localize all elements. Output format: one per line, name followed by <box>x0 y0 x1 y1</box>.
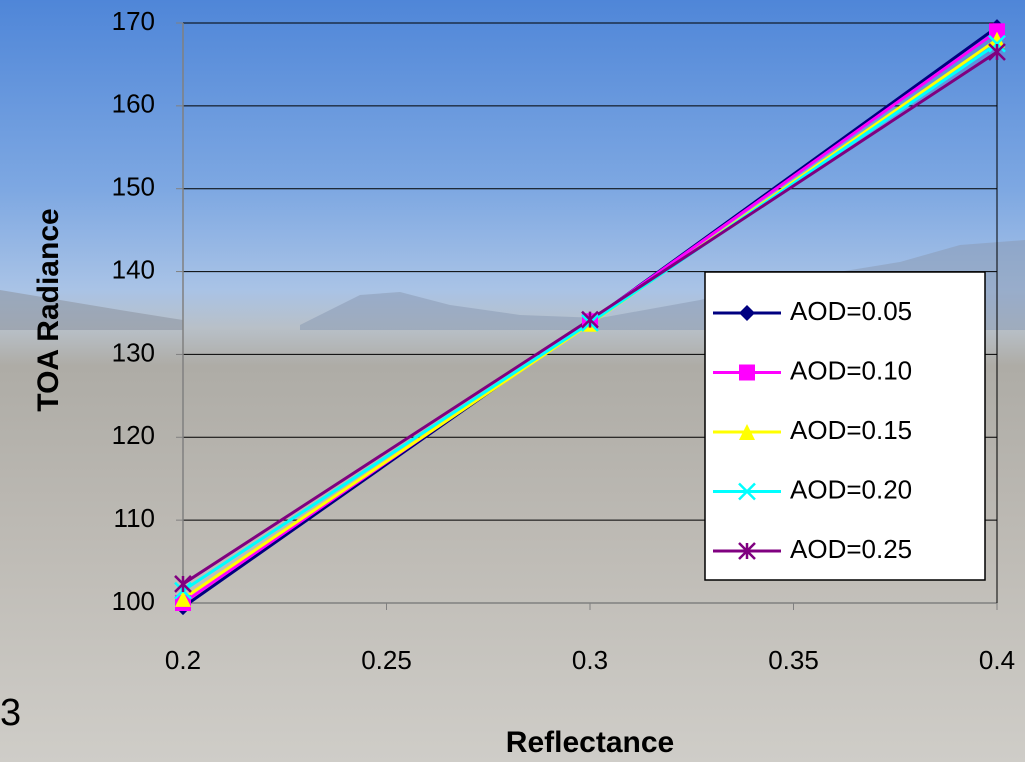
y-axis-title: TOA Radiance <box>32 208 65 411</box>
legend-marker <box>739 305 755 321</box>
legend-label: AOD=0.25 <box>790 534 912 564</box>
data-point <box>989 31 1005 48</box>
y-tick-label: 120 <box>112 420 155 450</box>
slide-number: 3 <box>0 692 21 734</box>
legend-label: AOD=0.15 <box>790 415 912 445</box>
data-point <box>988 34 1006 53</box>
data-point <box>175 590 191 607</box>
data-point <box>581 310 599 329</box>
legend-marker <box>739 364 755 381</box>
legend-marker <box>739 424 755 440</box>
legend-marker <box>738 542 756 560</box>
y-tick-label: 110 <box>114 503 155 533</box>
x-axis-title: Reflectance <box>506 726 674 759</box>
data-point <box>989 23 1005 40</box>
x-tick-label: 0.4 <box>979 645 1015 675</box>
data-point <box>174 575 192 593</box>
x-tick-label: 0.3 <box>572 645 608 675</box>
legend-box <box>704 271 986 581</box>
y-tick-label: 150 <box>112 172 155 202</box>
y-tick-label: 130 <box>112 337 155 367</box>
y-tick-label: 100 <box>112 586 155 616</box>
legend-label: AOD=0.05 <box>790 296 912 326</box>
y-tick-label: 160 <box>112 89 155 119</box>
x-tick-label: 0.35 <box>768 645 819 675</box>
legend-label: AOD=0.10 <box>790 355 912 385</box>
legend-label: AOD=0.20 <box>790 474 912 504</box>
y-tick-label: 170 <box>112 6 155 36</box>
x-tick-label: 0.2 <box>165 645 201 675</box>
legend-marker <box>738 482 756 501</box>
data-point <box>988 43 1006 61</box>
x-tick-label: 0.25 <box>361 645 412 675</box>
y-tick-label: 140 <box>112 254 155 284</box>
